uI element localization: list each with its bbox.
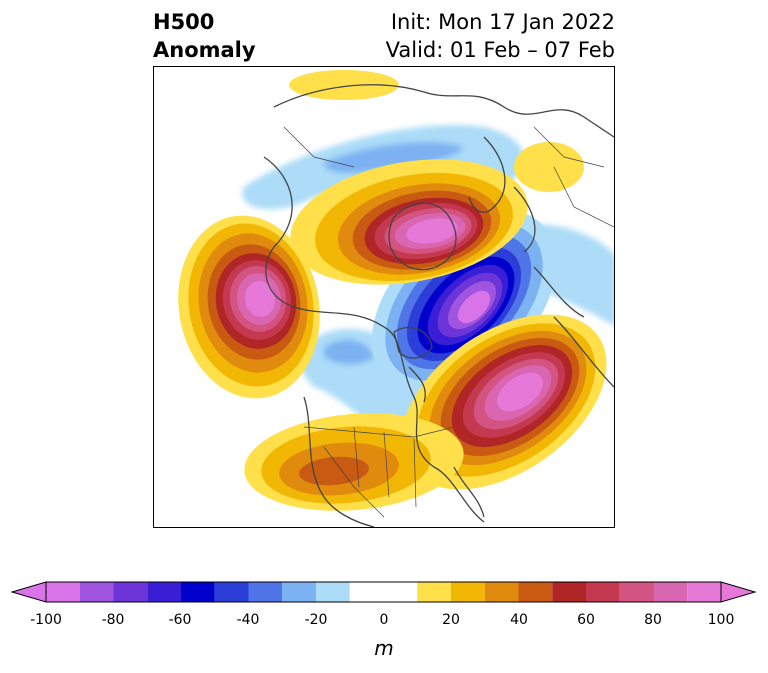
high-asia — [290, 159, 528, 285]
colorbar-bin — [552, 582, 586, 602]
anomaly-map-svg — [178, 70, 614, 527]
colorbar-bin — [181, 582, 215, 602]
high-pacific — [178, 215, 320, 399]
colorbar-extend-max — [720, 581, 757, 603]
small-positive-patch — [289, 70, 399, 100]
colorbar-bin — [349, 582, 418, 602]
high-atlantic — [401, 314, 607, 490]
coastlines — [263, 84, 614, 527]
colorbar-bin — [619, 582, 654, 602]
colorbar-tick-label: 40 — [510, 612, 528, 628]
colorbar-bin — [248, 582, 283, 602]
colorbar-bin — [451, 582, 485, 602]
map-dates: Init: Mon 17 Jan 2022 Valid: 01 Feb – 07… — [386, 8, 615, 64]
colorbar-bin — [518, 582, 553, 602]
colorbar-tick-label: -100 — [30, 612, 62, 628]
colorbar-bin — [484, 582, 519, 602]
colorbar-bin — [46, 582, 80, 602]
map-title: H500 Anomaly — [153, 8, 256, 64]
colorbar-tick-label: 80 — [644, 612, 662, 628]
small-positive-patch-east — [514, 142, 584, 192]
colorbar-bin — [79, 582, 114, 602]
colorbar-bin — [316, 582, 350, 602]
colorbar-tick-label: 100 — [707, 612, 735, 628]
anomaly-map — [153, 66, 615, 528]
colorbar-ticks: -100 -80 -60 -40 -20 0 20 40 60 80 100 — [0, 612, 768, 634]
valid-range: Valid: 01 Feb – 07 Feb — [385, 38, 615, 62]
political-borders — [283, 126, 614, 518]
colorbar-bin — [113, 582, 148, 602]
colorbar-tick-label: 0 — [379, 612, 389, 628]
colorbar-tick-label: 60 — [577, 612, 595, 628]
colorbar-bin — [653, 582, 688, 602]
colorbar-outline — [45, 581, 722, 603]
init-date: Init: Mon 17 Jan 2022 — [390, 10, 615, 34]
colorbar-bin — [687, 582, 721, 602]
colorbar-bin — [147, 582, 181, 602]
colorbar-tick-label: -60 — [168, 612, 192, 628]
colorbar — [10, 581, 757, 603]
title-field-type: Anomaly — [153, 38, 256, 62]
blue-band-west-inner — [324, 339, 374, 365]
colorbar-extend-min — [10, 581, 47, 603]
colorbar-bin — [417, 582, 451, 602]
colorbar-tick-label: -40 — [236, 612, 260, 628]
colorbar-tick-label: 20 — [442, 612, 460, 628]
colorbar-bin — [282, 582, 316, 602]
colorbar-unit: m — [374, 636, 394, 660]
colorbar-tick-label: -20 — [304, 612, 328, 628]
colorbar-bin — [586, 582, 620, 602]
title-field-name: H500 — [153, 10, 215, 34]
colorbar-tick-label: -80 — [101, 612, 125, 628]
blue-band-north-inner — [324, 142, 464, 174]
colorbar-bin — [214, 582, 249, 602]
